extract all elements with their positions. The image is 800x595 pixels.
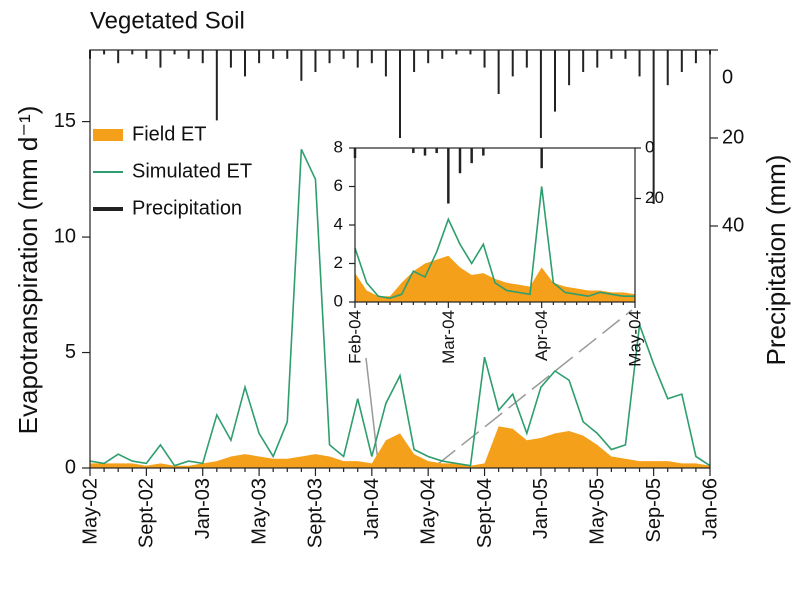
y-tick-label: 2 [334, 253, 343, 272]
y-tick-label: 0 [334, 291, 343, 310]
bar [469, 50, 472, 55]
bar [145, 50, 148, 59]
plot-0 [89, 50, 711, 468]
bar [412, 148, 415, 154]
bar [540, 148, 543, 169]
legend-label: Field ET [132, 123, 206, 145]
y-tick-label: 10 [54, 225, 76, 247]
bar [342, 50, 345, 59]
bar [458, 148, 462, 174]
bar [435, 148, 438, 154]
bar [441, 50, 444, 59]
legend-label: Precipitation [132, 197, 242, 219]
bar [286, 50, 289, 59]
inset-background [355, 148, 635, 302]
bar [525, 50, 528, 68]
y-tick-label: 0 [65, 456, 76, 478]
bar [694, 50, 697, 64]
x-tick-label: May-03 [248, 478, 270, 545]
bar [539, 50, 542, 138]
connector [365, 357, 379, 463]
bar [666, 50, 669, 86]
bar [131, 50, 134, 55]
x-tick-label: Sept-04 [474, 478, 496, 548]
bar [173, 50, 176, 55]
bar [582, 50, 585, 72]
x-tick-label: May-04 [625, 310, 644, 367]
bar [482, 148, 485, 156]
bar [314, 50, 317, 72]
x-tick-label: Jan-03 [192, 478, 214, 539]
bar [455, 50, 458, 55]
connector [437, 309, 633, 465]
bar [427, 50, 430, 64]
x-tick-label: Jan-04 [361, 478, 383, 539]
bar [384, 50, 387, 77]
x-tick-label: May-05 [587, 478, 609, 545]
bar [610, 50, 613, 59]
bar [624, 50, 627, 59]
bar [554, 50, 556, 112]
y2-tick-label: 0 [645, 137, 654, 156]
y2-tick-label: 40 [722, 214, 744, 236]
bar [652, 50, 655, 204]
bar [638, 50, 641, 77]
bar [511, 50, 514, 77]
bar [300, 50, 303, 81]
bar [596, 50, 599, 68]
y-tick-label: 5 [65, 341, 76, 363]
x-tick-label: Jan-06 [699, 478, 721, 539]
x-tick-label: Sept-03 [305, 478, 327, 548]
area [355, 255, 635, 302]
bar [215, 50, 218, 121]
bar [680, 50, 683, 72]
plot-1 [353, 148, 635, 302]
legend-label: Simulated ET [132, 160, 252, 182]
line [354, 186, 635, 299]
x-tick-label: Sep-05 [643, 478, 665, 543]
y-tick-label: 15 [54, 110, 76, 132]
y-tick-label: 6 [334, 176, 343, 195]
bar [413, 50, 416, 72]
bar [117, 50, 120, 64]
bar [229, 50, 232, 68]
y-tick-label: 4 [334, 214, 343, 233]
bar [423, 148, 427, 156]
bar [497, 50, 500, 94]
y2-tick-label: 20 [645, 188, 664, 207]
bar [356, 50, 359, 68]
area [90, 426, 710, 468]
y2-axis-label: Precipitation (mm) [761, 155, 791, 366]
line [89, 148, 711, 467]
bar [483, 50, 486, 68]
bar [568, 50, 571, 86]
bar [328, 50, 331, 64]
x-tick-label: Feb-04 [345, 310, 364, 364]
x-tick-label: May-04 [417, 478, 439, 545]
bar [187, 50, 190, 59]
bar [258, 50, 261, 64]
bar [159, 50, 162, 68]
bar [399, 50, 401, 138]
legend-swatch [93, 129, 123, 141]
chart-title: Vegetated Soil [90, 7, 245, 34]
bar [272, 50, 275, 59]
bar [201, 50, 204, 64]
bar [370, 50, 373, 64]
bar [103, 50, 106, 55]
y2-tick-label: 20 [722, 126, 744, 148]
x-tick-label: Sept-02 [136, 478, 158, 548]
x-tick-label: May-02 [79, 478, 101, 545]
bar [447, 148, 450, 204]
bar [470, 148, 473, 164]
y2-tick-label: 0 [722, 66, 733, 88]
y-axis-label: Evapotranspiration (mm d⁻¹) [13, 106, 43, 435]
bar [244, 50, 246, 77]
x-tick-label: Jan-05 [530, 478, 552, 539]
y-tick-label: 8 [334, 137, 343, 156]
x-tick-label: Apr-04 [532, 310, 551, 361]
x-tick-label: Mar-04 [439, 310, 458, 364]
